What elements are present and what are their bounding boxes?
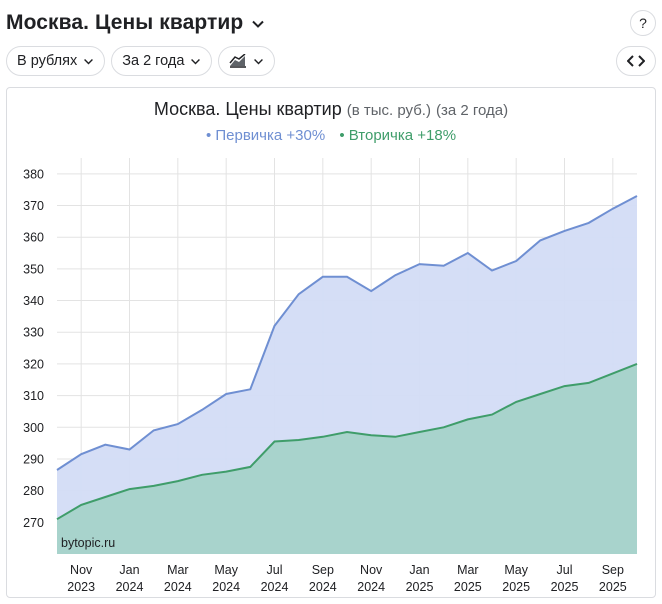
x-tick-year: 2024 — [164, 580, 192, 594]
x-tick-year: 2025 — [502, 580, 530, 594]
x-tick-month: May — [214, 563, 238, 577]
y-tick-label: 310 — [23, 389, 44, 403]
x-tick-year: 2024 — [309, 580, 337, 594]
x-tick-month: Jan — [119, 563, 139, 577]
x-tick-year: 2024 — [116, 580, 144, 594]
y-tick-label: 270 — [23, 516, 44, 530]
x-tick-month: Jul — [267, 563, 283, 577]
y-tick-label: 300 — [23, 421, 44, 435]
x-tick-month: Jan — [409, 563, 429, 577]
x-tick-month: Nov — [70, 563, 93, 577]
y-tick-label: 330 — [23, 326, 44, 340]
chart-title-units: (в тыс. руб.) — [346, 102, 431, 119]
y-tick-label: 280 — [23, 484, 44, 498]
period-dropdown[interactable]: За 2 года — [111, 46, 213, 76]
x-tick-month: Mar — [167, 563, 189, 577]
help-label: ? — [639, 15, 647, 31]
period-dropdown-label: За 2 года — [122, 53, 185, 69]
chart-type-dropdown[interactable] — [218, 46, 276, 76]
currency-dropdown[interactable]: В рублях — [6, 46, 106, 76]
y-tick-label: 320 — [23, 357, 44, 371]
page-title[interactable]: Москва. Цены квартир — [6, 11, 244, 34]
currency-dropdown-label: В рублях — [17, 53, 78, 69]
chevron-down-icon — [84, 58, 94, 64]
x-tick-month: Sep — [602, 563, 624, 577]
chart-title-period: (за 2 года) — [435, 102, 509, 119]
watermark: bytopic.ru — [61, 536, 115, 550]
secondary-area — [57, 363, 637, 554]
embed-code-button[interactable] — [616, 46, 656, 76]
x-tick-year: 2024 — [261, 580, 289, 594]
y-tick-label: 290 — [23, 452, 44, 466]
y-tick-label: 370 — [23, 199, 44, 213]
x-tick-year: 2025 — [599, 580, 627, 594]
area-chart-icon — [229, 54, 247, 68]
y-tick-label: 340 — [23, 294, 44, 308]
x-tick-year: 2024 — [357, 580, 385, 594]
help-button[interactable]: ? — [630, 10, 656, 36]
x-tick-month: Mar — [457, 563, 479, 577]
code-icon — [627, 55, 645, 67]
chevron-down-icon[interactable] — [251, 17, 265, 31]
x-tick-year: 2025 — [551, 580, 579, 594]
toolbar: В рублях За 2 года — [6, 46, 276, 76]
x-tick-year: 2023 — [67, 580, 95, 594]
chevron-down-icon — [254, 58, 264, 64]
legend-item-secondary[interactable]: • Вторичка +18% — [339, 127, 457, 144]
x-tick-month: May — [504, 563, 528, 577]
x-tick-year: 2024 — [212, 580, 240, 594]
x-tick-month: Jul — [557, 563, 573, 577]
x-tick-year: 2025 — [454, 580, 482, 594]
chart-legend: • Первичка +30% • Вторичка +18% — [0, 127, 662, 144]
page-header: Москва. Цены квартир — [6, 8, 265, 38]
y-tick-label: 360 — [23, 231, 44, 245]
chart-title-main: Москва. Цены квартир — [153, 99, 342, 119]
y-tick-label: 380 — [23, 167, 44, 181]
legend-item-primary[interactable]: • Первичка +30% — [205, 127, 326, 144]
x-tick-month: Sep — [312, 563, 334, 577]
x-tick-month: Nov — [360, 563, 383, 577]
chart-title: Москва. Цены квартир (в тыс. руб.) (за 2… — [0, 99, 662, 120]
chevron-down-icon — [191, 58, 201, 64]
x-tick-year: 2025 — [406, 580, 434, 594]
y-tick-label: 350 — [23, 262, 44, 276]
